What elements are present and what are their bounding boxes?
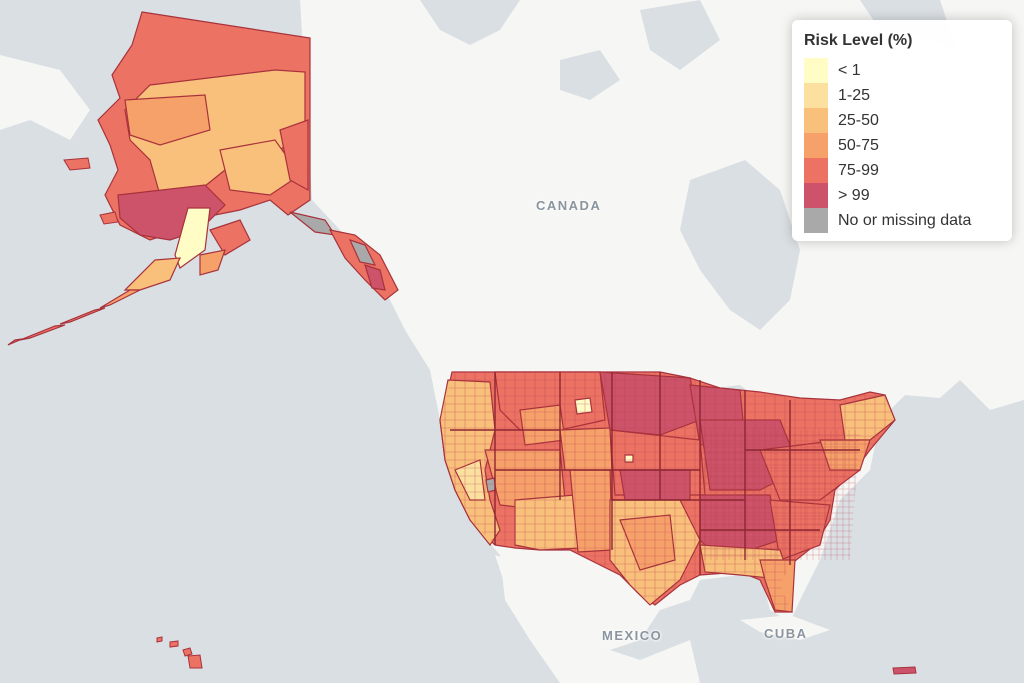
legend-item: 75-99 [804,158,1000,183]
legend-rows: < 1 1-25 25-50 50-75 75-99 > 99 No or missing … [804,58,1000,233]
legend-item: 1-25 [804,83,1000,108]
puerto-rico[interactable] [892,666,917,675]
legend-label: > 99 [838,186,870,204]
legend-item: < 1 [804,58,1000,83]
risk-legend: Risk Level (%) < 1 1-25 25-50 50-75 75-99 > 9… [792,20,1012,241]
alaska[interactable] [7,11,399,346]
legend-label: 1-25 [838,86,871,104]
legend-label: < 1 [838,61,861,79]
legend-title: Risk Level (%) [804,32,913,49]
legend-label: 50-75 [838,136,879,154]
mexico-label: MEXICO [602,628,663,643]
legend-swatch [804,158,828,183]
mexico-land [500,555,700,683]
legend-label: 25-50 [838,111,879,129]
st-lawrence-island [63,157,91,171]
legend-swatch [804,83,828,108]
nunivak-island [99,211,119,225]
hawaii[interactable] [156,636,203,669]
hudson-bay [680,160,800,330]
legend-swatch [804,208,828,233]
legend-swatch [804,58,828,83]
asia-land [0,55,90,140]
legend-item: 25-50 [804,108,1000,133]
continental-us[interactable] [439,371,896,613]
legend-item: > 99 [804,183,1000,208]
legend-label: No or missing data [838,211,972,229]
legend-item: No or missing data [804,208,1000,233]
canada-label: CANADA [536,198,602,213]
legend-label: 75-99 [838,161,879,179]
legend-item: 50-75 [804,133,1000,158]
legend-swatch [804,183,828,208]
cuba-label: CUBA [764,626,808,641]
cuba-land [740,615,830,640]
arctic-islands [420,0,1024,100]
legend-swatch [804,133,828,158]
legend-swatch [804,108,828,133]
baja-land [495,555,545,640]
